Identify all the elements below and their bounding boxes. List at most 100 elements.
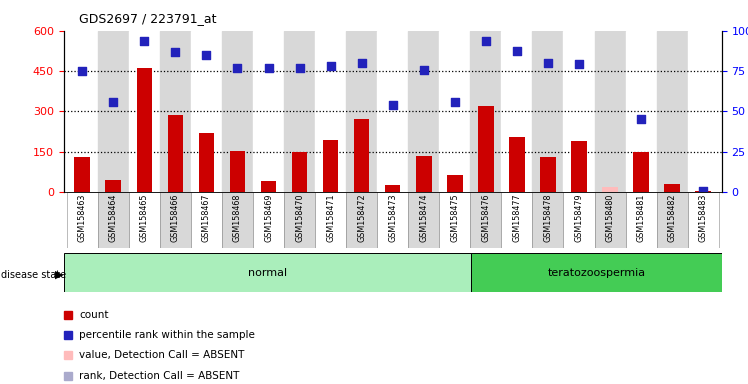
Point xyxy=(387,101,399,108)
Bar xyxy=(315,192,346,248)
Text: GSM158469: GSM158469 xyxy=(264,194,273,242)
Text: GSM158479: GSM158479 xyxy=(574,194,583,242)
Bar xyxy=(199,133,214,192)
Point xyxy=(293,65,305,71)
Text: GSM158476: GSM158476 xyxy=(482,194,491,242)
Bar xyxy=(261,181,276,192)
Bar xyxy=(346,192,377,248)
Bar xyxy=(377,192,408,248)
Bar xyxy=(471,253,722,292)
Bar xyxy=(98,192,129,248)
Text: GSM158473: GSM158473 xyxy=(388,194,397,242)
Text: GDS2697 / 223791_at: GDS2697 / 223791_at xyxy=(79,12,216,25)
Bar xyxy=(67,192,98,248)
Bar xyxy=(625,31,657,192)
Text: GSM158467: GSM158467 xyxy=(202,194,211,242)
Text: disease state: disease state xyxy=(1,270,67,280)
Bar xyxy=(354,119,370,192)
Bar xyxy=(191,31,222,192)
Bar xyxy=(105,180,121,192)
Point xyxy=(511,48,523,54)
Point xyxy=(573,60,585,66)
Bar xyxy=(478,106,494,192)
Bar xyxy=(64,253,471,292)
Point xyxy=(138,38,150,45)
Bar xyxy=(595,31,625,192)
Bar xyxy=(222,31,253,192)
Point xyxy=(76,68,88,74)
Bar xyxy=(657,31,687,192)
Bar xyxy=(222,192,253,248)
Bar xyxy=(292,152,307,192)
Bar xyxy=(571,141,586,192)
Text: rank, Detection Call = ABSENT: rank, Detection Call = ABSENT xyxy=(79,371,240,381)
Bar xyxy=(315,31,346,192)
Bar xyxy=(664,184,680,192)
Bar xyxy=(129,192,160,248)
Text: GSM158480: GSM158480 xyxy=(606,194,615,242)
Bar xyxy=(377,31,408,192)
Point xyxy=(449,99,461,105)
Point xyxy=(542,60,554,66)
Point xyxy=(200,52,212,58)
Bar xyxy=(160,31,191,192)
Text: GSM158470: GSM158470 xyxy=(295,194,304,242)
Bar xyxy=(563,192,595,248)
Point xyxy=(325,63,337,69)
Text: normal: normal xyxy=(248,268,287,278)
Text: GSM158477: GSM158477 xyxy=(512,194,521,242)
Point xyxy=(480,38,492,45)
Bar xyxy=(346,31,377,192)
Bar xyxy=(657,192,687,248)
Text: GSM158463: GSM158463 xyxy=(78,194,87,242)
Bar xyxy=(191,192,222,248)
Point xyxy=(697,188,709,194)
Point xyxy=(355,60,367,66)
Bar xyxy=(501,192,533,248)
Text: GSM158475: GSM158475 xyxy=(450,194,459,242)
Bar xyxy=(501,31,533,192)
Text: GSM158466: GSM158466 xyxy=(171,194,180,242)
Bar xyxy=(253,192,284,248)
Text: GSM158465: GSM158465 xyxy=(140,194,149,242)
Bar xyxy=(284,192,315,248)
Text: GSM158468: GSM158468 xyxy=(233,194,242,242)
Text: GSM158481: GSM158481 xyxy=(637,194,646,242)
Text: GSM158464: GSM158464 xyxy=(108,194,117,242)
Text: count: count xyxy=(79,310,109,320)
Text: GSM158471: GSM158471 xyxy=(326,194,335,242)
Text: GSM158483: GSM158483 xyxy=(699,194,708,242)
Bar xyxy=(509,137,524,192)
Point xyxy=(635,116,647,122)
Bar xyxy=(67,31,98,192)
Point xyxy=(107,99,119,105)
Bar xyxy=(447,174,462,192)
Bar xyxy=(439,192,470,248)
Bar xyxy=(253,31,284,192)
Bar xyxy=(470,192,501,248)
Bar xyxy=(408,31,439,192)
Bar xyxy=(595,192,625,248)
Bar xyxy=(137,68,152,192)
Text: GSM158482: GSM158482 xyxy=(668,194,677,242)
Bar xyxy=(416,156,432,192)
Point xyxy=(263,65,275,71)
Bar xyxy=(634,152,649,192)
Bar xyxy=(439,31,470,192)
Bar xyxy=(563,31,595,192)
Bar xyxy=(687,31,719,192)
Bar xyxy=(168,115,183,192)
Bar xyxy=(129,31,160,192)
Text: GSM158474: GSM158474 xyxy=(419,194,429,242)
Bar xyxy=(385,185,400,192)
Text: ▶: ▶ xyxy=(55,270,63,280)
Point xyxy=(169,49,181,55)
Bar xyxy=(75,157,90,192)
Bar xyxy=(625,192,657,248)
Text: GSM158478: GSM158478 xyxy=(544,194,553,242)
Text: value, Detection Call = ABSENT: value, Detection Call = ABSENT xyxy=(79,350,245,360)
Bar xyxy=(602,187,618,192)
Bar xyxy=(230,151,245,192)
Bar xyxy=(470,31,501,192)
Bar xyxy=(540,157,556,192)
